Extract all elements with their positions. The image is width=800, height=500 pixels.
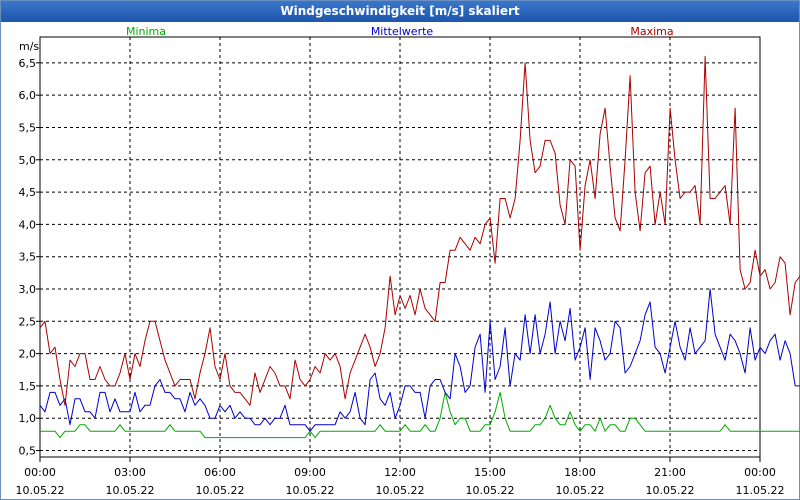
x-tick-date-label: 10.05.22 [16, 484, 65, 497]
x-tick-time-label: 15:00 [474, 466, 506, 479]
x-tick-time-label: 00:00 [24, 466, 56, 479]
y-tick-label: 5,5 [19, 121, 37, 134]
x-tick-date-label: 10.05.22 [646, 484, 695, 497]
x-tick-date-label: 10.05.22 [106, 484, 155, 497]
grid [40, 37, 760, 457]
series-line-maxima [39, 55, 800, 406]
y-axis-unit-label: m/s [19, 40, 39, 53]
x-tick-time-label: 18:00 [564, 466, 596, 479]
legend: Minima Mittelwerte Maxima [126, 25, 674, 38]
y-tick-label: 3,5 [19, 251, 37, 264]
x-tick-date-label: 10.05.22 [286, 484, 335, 497]
y-tick-label: 1,5 [19, 380, 37, 393]
x-tick-date-label: 11.05.22 [736, 484, 785, 497]
x-axis: 00:00 10.05.22 03:00 10.05.22 06:00 10.05.22 0… [16, 457, 785, 497]
series-line-mittelwerte [39, 288, 800, 432]
series [39, 55, 800, 439]
x-tick-date-label: 10.05.22 [466, 484, 515, 497]
y-axis: 0,5 1,0 1,5 2,0 2,5 3,0 3,5 4,0 4,5 5,0 5,5 6,0 6,5 [19, 57, 40, 458]
x-tick-time-label: 09:00 [294, 466, 326, 479]
y-tick-label: 3,0 [19, 283, 37, 296]
x-tick-date-label: 10.05.22 [196, 484, 245, 497]
window-title: Windgeschwindigkeit [m/s] skaliert [1, 1, 799, 22]
x-tick-time-label: 12:00 [384, 466, 416, 479]
x-tick-time-label: 21:00 [654, 466, 686, 479]
x-tick-time-label: 03:00 [114, 466, 146, 479]
x-tick-time-label: 00:00 [744, 466, 776, 479]
x-tick-date-label: 10.05.22 [376, 484, 425, 497]
y-tick-label: 6,5 [19, 57, 37, 70]
series-line-minima [40, 391, 800, 439]
x-tick-date-label: 10.05.22 [556, 484, 605, 497]
y-tick-label: 1,0 [19, 412, 37, 425]
y-tick-label: 4,5 [19, 186, 37, 199]
x-tick-time-label: 06:00 [204, 466, 236, 479]
y-tick-label: 2,5 [19, 315, 37, 328]
y-tick-label: 6,0 [19, 89, 37, 102]
y-tick-label: 5,0 [19, 154, 37, 167]
legend-label-minima: Minima [126, 25, 166, 38]
legend-label-mittelwerte: Mittelwerte [371, 25, 434, 38]
y-tick-label: 4,0 [19, 218, 37, 231]
y-tick-label: 2,0 [19, 348, 37, 361]
legend-label-maxima: Maxima [630, 25, 673, 38]
y-tick-label: 0,5 [19, 445, 37, 458]
